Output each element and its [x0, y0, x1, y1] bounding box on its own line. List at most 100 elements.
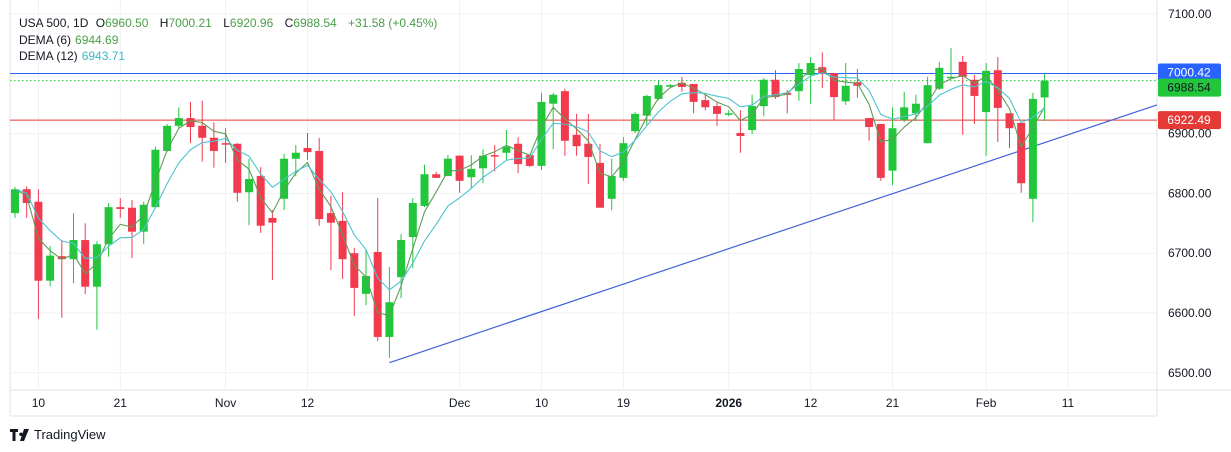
- time-axis-label: 10: [32, 396, 46, 410]
- candle-body: [69, 240, 78, 260]
- tradingview-logo[interactable]: TradingView: [10, 427, 106, 442]
- low-value: 6920.96: [229, 16, 274, 30]
- candle-body: [479, 155, 487, 169]
- candle-body: [455, 155, 464, 181]
- time-axis-label: Feb: [976, 396, 997, 410]
- candle-body: [818, 67, 827, 74]
- time-axis-label: Dec: [449, 396, 470, 410]
- candle-body: [701, 100, 710, 108]
- candle-body: [139, 204, 148, 232]
- candle-body: [982, 70, 991, 113]
- price-axis-label: 6600.00: [1168, 306, 1212, 320]
- candle-body: [935, 67, 944, 89]
- time-axis-label: 11: [1062, 396, 1075, 410]
- symbol-label[interactable]: USA 500, 1D: [19, 16, 89, 30]
- candle-body: [92, 244, 101, 287]
- candle-body: [525, 155, 534, 166]
- candle-body: [315, 150, 324, 220]
- dema12-line: [14, 72, 1045, 291]
- price-axis-label: 6700.00: [1168, 246, 1212, 260]
- candle-body: [46, 255, 55, 281]
- candle-body: [34, 201, 43, 281]
- time-axis-label: Nov: [215, 396, 236, 410]
- candle-body: [163, 125, 172, 151]
- time-axis-label: 2026: [715, 396, 742, 410]
- candle-body: [865, 118, 874, 128]
- price-level-tag-label: 6922.49: [1167, 113, 1211, 127]
- candle-body: [490, 155, 499, 157]
- candle-body: [759, 79, 768, 107]
- candle-body: [303, 147, 312, 153]
- candle-body: [806, 63, 815, 75]
- time-axis-label: 12: [804, 396, 818, 410]
- candle-body: [584, 143, 593, 157]
- candle-body: [560, 91, 569, 141]
- candle-body: [642, 95, 651, 116]
- candle-body: [443, 158, 452, 177]
- candle-body: [923, 85, 932, 144]
- candle-body: [467, 168, 476, 178]
- tradingview-logo-icon: [10, 428, 29, 441]
- candle-body: [993, 70, 1002, 108]
- candle-body: [572, 134, 581, 147]
- price-axis-label: 6900.00: [1168, 127, 1212, 141]
- candle-body: [549, 94, 558, 104]
- candle-body: [900, 107, 909, 120]
- candle-body: [970, 79, 979, 96]
- time-axis-label: 12: [301, 396, 315, 410]
- open-value: 6960.50: [105, 16, 149, 30]
- price-level-tag-label: 7000.42: [1167, 66, 1211, 80]
- candle-body: [596, 162, 604, 208]
- tradingview-logo-text: TradingView: [34, 427, 106, 442]
- trendline[interactable]: [389, 104, 1158, 364]
- candle-body: [209, 137, 218, 151]
- candle-body: [1040, 80, 1049, 98]
- candle-body: [326, 213, 335, 223]
- candle-body: [57, 256, 66, 260]
- candle-body: [151, 149, 160, 208]
- candle-body: [385, 302, 394, 337]
- dema6-row[interactable]: DEMA (6) 6944.69: [19, 32, 119, 47]
- chart-legend: USA 500, 1D O6960.50 H7000.21 L6920.96 C…: [19, 15, 441, 65]
- candle-body: [1017, 122, 1026, 184]
- candle-body: [1028, 98, 1037, 199]
- candle-body: [537, 101, 546, 166]
- candle-body: [713, 106, 721, 114]
- candle-body: [11, 189, 19, 214]
- close-value: 6988.54: [293, 16, 337, 30]
- price-level-tag: [1158, 63, 1221, 82]
- dema12-row[interactable]: DEMA (12) 6943.71: [19, 49, 126, 63]
- candle-body: [619, 143, 628, 178]
- candle-body: [198, 125, 207, 138]
- candle-body: [81, 240, 90, 287]
- candle-body: [631, 113, 640, 132]
- candle-body: [373, 252, 382, 337]
- candle-body: [958, 61, 967, 77]
- candle-body: [654, 85, 663, 99]
- candle-body: [408, 202, 417, 238]
- candle-body: [830, 73, 838, 98]
- price-axis-label: 6500.00: [1168, 366, 1212, 380]
- candle-body: [362, 275, 370, 294]
- price-level-tag-label: 6988.54: [1167, 81, 1211, 95]
- candle-body: [397, 240, 406, 278]
- price-axis-label: 6800.00: [1168, 186, 1212, 200]
- candle-body: [514, 143, 523, 165]
- candle-body: [256, 176, 265, 226]
- candle-body: [186, 118, 195, 128]
- candle-body: [876, 124, 885, 178]
- candle-body: [268, 217, 277, 223]
- candle-body: [221, 143, 230, 145]
- dema6-value: 6944.69: [75, 32, 119, 47]
- candle-body: [724, 113, 733, 115]
- time-axis-label: 19: [617, 396, 631, 410]
- dema12-value: 6943.71: [81, 49, 126, 63]
- candle-body: [841, 85, 850, 102]
- time-axis-label: 21: [114, 396, 128, 410]
- candle-body: [748, 106, 757, 131]
- dema6-line: [14, 68, 1046, 317]
- ohlc-row: USA 500, 1D O6960.50 H7000.21 L6920.96 C…: [19, 16, 438, 30]
- candle-body: [420, 174, 429, 206]
- candle-body: [291, 152, 300, 159]
